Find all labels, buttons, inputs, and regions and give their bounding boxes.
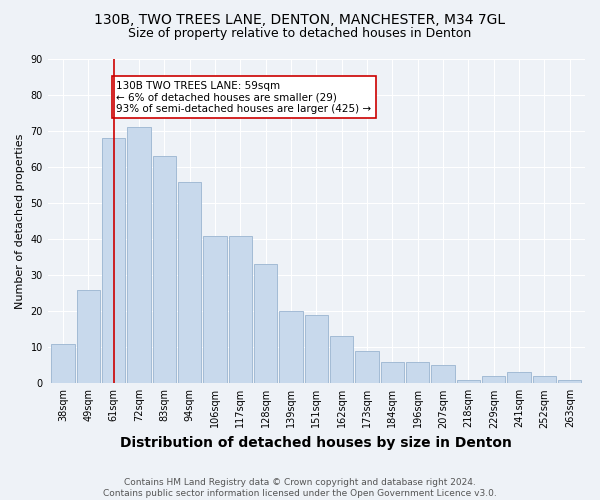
Bar: [52, 344, 74, 384]
Bar: [102, 138, 125, 384]
Text: 130B, TWO TREES LANE, DENTON, MANCHESTER, M34 7GL: 130B, TWO TREES LANE, DENTON, MANCHESTER…: [94, 12, 506, 26]
Bar: [254, 264, 277, 384]
Bar: [152, 156, 176, 384]
Bar: [127, 128, 151, 384]
Text: Contains HM Land Registry data © Crown copyright and database right 2024.
Contai: Contains HM Land Registry data © Crown c…: [103, 478, 497, 498]
Text: 130B TWO TREES LANE: 59sqm
← 6% of detached houses are smaller (29)
93% of semi-: 130B TWO TREES LANE: 59sqm ← 6% of detac…: [116, 80, 371, 114]
Bar: [381, 362, 404, 384]
Bar: [178, 182, 202, 384]
Bar: [330, 336, 353, 384]
Bar: [508, 372, 531, 384]
Bar: [305, 315, 328, 384]
Bar: [229, 236, 252, 384]
Bar: [457, 380, 480, 384]
Bar: [558, 380, 581, 384]
Text: Size of property relative to detached houses in Denton: Size of property relative to detached ho…: [128, 28, 472, 40]
Bar: [203, 236, 227, 384]
Bar: [482, 376, 505, 384]
Bar: [431, 366, 455, 384]
Bar: [77, 290, 100, 384]
Bar: [533, 376, 556, 384]
Y-axis label: Number of detached properties: Number of detached properties: [15, 134, 25, 309]
X-axis label: Distribution of detached houses by size in Denton: Distribution of detached houses by size …: [121, 436, 512, 450]
Bar: [355, 351, 379, 384]
Bar: [406, 362, 430, 384]
Bar: [280, 311, 303, 384]
